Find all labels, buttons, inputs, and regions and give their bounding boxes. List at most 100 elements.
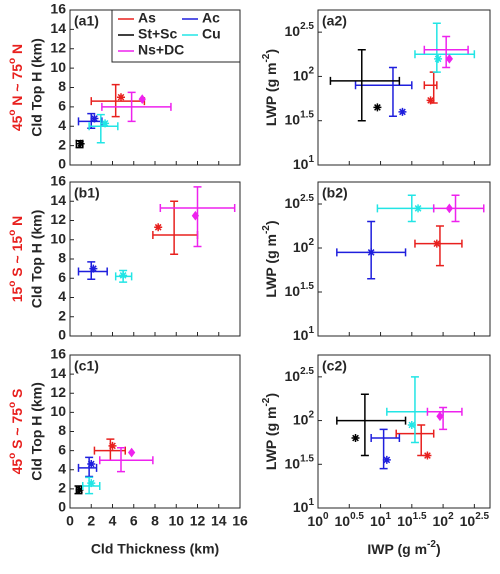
x-error-bar: [414, 50, 476, 59]
text-part: 45: [9, 459, 25, 475]
superscript: o: [7, 230, 18, 236]
x-tick-label: 6: [130, 513, 138, 529]
y-tick-label: 12: [50, 384, 66, 400]
text-part: S: [9, 389, 25, 402]
panel-label: (a1): [74, 13, 99, 29]
superscript: -2: [261, 397, 272, 406]
tick-base: 10: [293, 239, 309, 255]
y-error-bar: [410, 376, 419, 444]
superscript: o: [7, 402, 18, 408]
tick-base: 10: [293, 156, 309, 172]
tick-exponent: 2: [448, 511, 454, 522]
y-error-bar: [451, 194, 460, 223]
marker: [407, 420, 416, 429]
panel: [317, 354, 491, 509]
y-tick-label: 101.5: [285, 281, 315, 299]
tick-exponent: 2.5: [300, 21, 314, 32]
x-tick-label: 4: [109, 513, 117, 529]
marker: [138, 94, 146, 104]
tick-exponent: 0.5: [350, 511, 364, 522]
text-part: ): [263, 220, 279, 225]
marker: [154, 223, 163, 232]
marker: [434, 54, 443, 63]
y-error-bar: [96, 113, 105, 144]
marker: [87, 460, 96, 469]
tick-exponent: 1.5: [413, 511, 427, 522]
text-part: LWP (g m: [263, 63, 279, 127]
legend-label: St+Sc: [138, 26, 178, 42]
tick-exponent: 2.5: [300, 366, 314, 377]
legend-label: Ns+DC: [138, 42, 184, 58]
x-error-bar: [329, 76, 401, 85]
marker: [373, 103, 382, 112]
tick-base: 10: [397, 513, 413, 529]
x-error-bar: [423, 81, 438, 90]
tick-base: 10: [285, 195, 301, 211]
x-error-bar: [77, 463, 98, 472]
tick-exponent: 2.5: [475, 511, 489, 522]
plot-frame: [317, 9, 491, 166]
marker: [75, 485, 84, 494]
y-tick-label: 0: [58, 156, 66, 172]
y-tick-label: 16: [50, 173, 66, 189]
superscript: o: [7, 109, 18, 115]
tick-base: 10: [285, 23, 301, 39]
x-error-bar: [336, 416, 407, 425]
x-tick-label: 102: [433, 511, 455, 529]
panel: [69, 9, 241, 166]
y-tick-label: 101.5: [285, 453, 315, 471]
panel: [317, 9, 491, 166]
tick-exponent: 2: [308, 66, 314, 77]
y-tick-label: 101: [293, 154, 315, 172]
x-tick-label: 10: [168, 513, 184, 529]
y-tick-label: 6: [58, 441, 66, 457]
superscript: o: [7, 58, 18, 64]
y-tick-label: 12: [50, 211, 66, 227]
marker: [445, 53, 453, 64]
y-error-bar: [407, 194, 416, 223]
y-tick-label: 8: [58, 250, 66, 266]
y-tick-label: 4: [58, 460, 66, 476]
marker: [398, 107, 407, 116]
y-axis-label: LWP (g m-2): [261, 49, 279, 126]
y-axis-label: Cld Top H (km): [29, 38, 45, 137]
text-part: LWP (g m: [263, 407, 279, 471]
y-tick-label: 2: [58, 307, 66, 323]
plot-frame: [69, 354, 241, 509]
tick-base: 10: [293, 411, 309, 427]
x-error-bar: [88, 122, 119, 131]
marker: [76, 139, 85, 148]
text-part: N: [9, 216, 25, 230]
marker: [414, 204, 423, 213]
y-tick-label: 102: [293, 66, 315, 84]
tick-exponent: 2: [308, 237, 314, 248]
y-tick-label: 8: [58, 78, 66, 94]
y-error-bar: [432, 22, 441, 73]
text-part: ): [263, 49, 279, 54]
y-tick-label: 2: [58, 480, 66, 496]
x-error-bar: [426, 407, 463, 416]
y-tick-label: 16: [50, 346, 66, 362]
text-part: IWP (g m: [367, 541, 427, 557]
plot-frame: [317, 354, 491, 509]
text-part: LWP (g m: [263, 234, 279, 298]
tick-base: 10: [293, 499, 309, 515]
y-tick-label: 12: [50, 39, 66, 55]
x-tick-label: 8: [151, 513, 159, 529]
x-error-bar: [370, 434, 401, 443]
y-tick-label: 14: [50, 365, 66, 381]
marker: [128, 447, 136, 458]
tick-base: 10: [460, 513, 476, 529]
y-tick-label: 102.5: [285, 21, 315, 39]
tick-base: 10: [307, 513, 323, 529]
tick-exponent: 1.5: [300, 281, 314, 292]
superscript: -2: [261, 53, 272, 62]
x-tick-label: 2: [87, 513, 95, 529]
text-part: 15: [9, 286, 25, 302]
y-tick-label: 6: [58, 269, 66, 285]
text-part: S ~ 75: [9, 408, 25, 453]
superscript: o: [7, 453, 18, 459]
tick-exponent: 1.5: [300, 110, 314, 121]
y-tick-label: 8: [58, 422, 66, 438]
